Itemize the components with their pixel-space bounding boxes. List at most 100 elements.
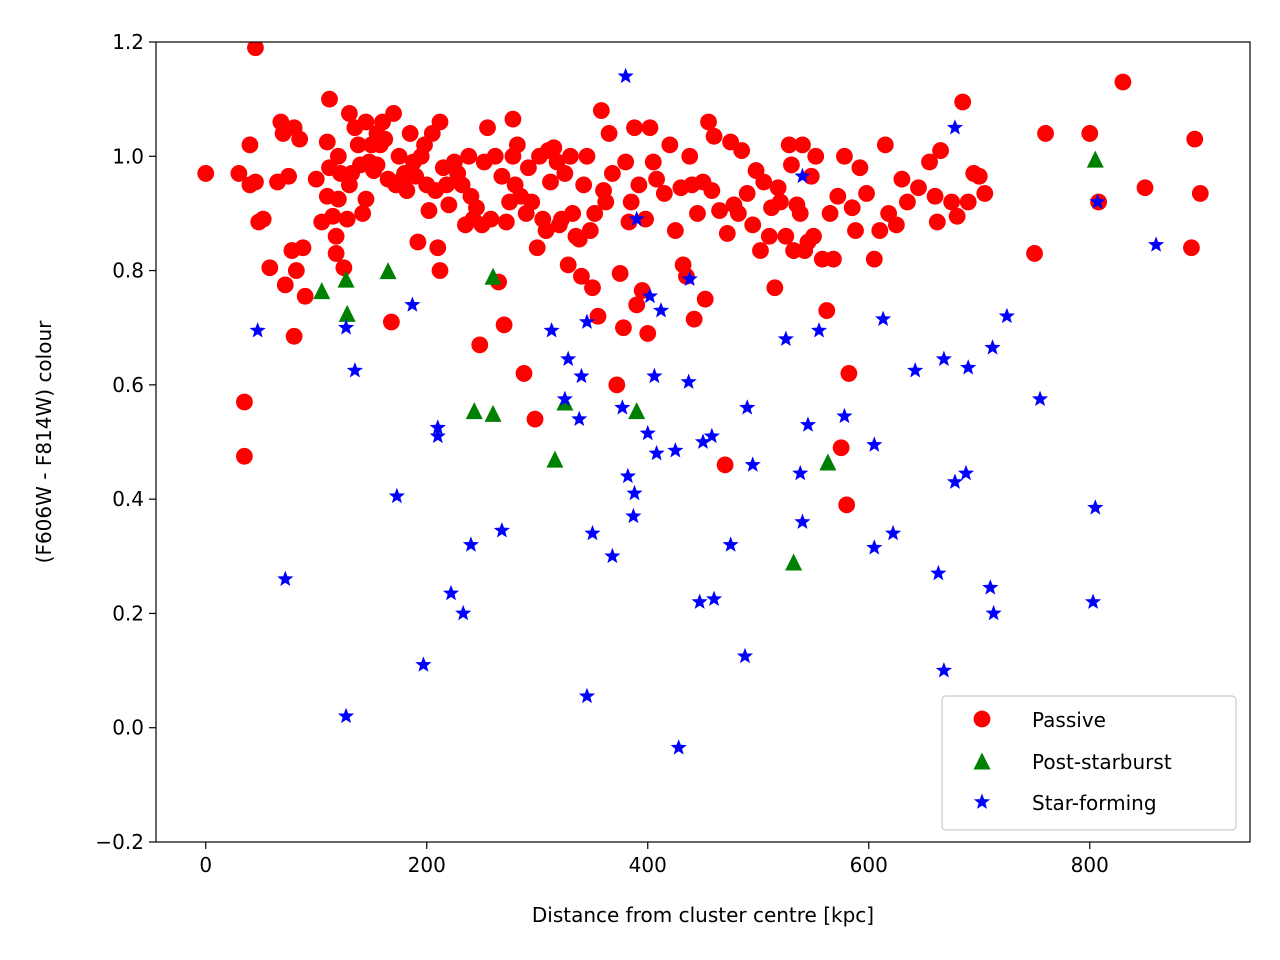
data-point (354, 205, 372, 222)
data-point (736, 647, 754, 664)
data-point (1087, 499, 1104, 515)
data-point (960, 359, 977, 375)
data-point (818, 302, 836, 319)
y-tick-label: 1.0 (112, 144, 144, 168)
data-point (646, 367, 663, 384)
data-point (276, 276, 294, 294)
data-point (564, 205, 582, 222)
data-point (681, 147, 699, 165)
data-point (241, 136, 259, 154)
data-point (752, 242, 769, 259)
data-point (648, 444, 665, 461)
data-point (468, 199, 485, 217)
data-point (970, 167, 988, 185)
data-point (482, 210, 500, 228)
data-point (528, 239, 546, 257)
legend-marker-star (973, 793, 991, 809)
data-point (261, 259, 279, 277)
data-point (847, 222, 864, 239)
data-point (836, 147, 853, 165)
data-point (346, 362, 363, 378)
data-point (573, 367, 590, 384)
data-point (294, 239, 312, 257)
data-point (794, 136, 811, 154)
data-point (644, 153, 662, 171)
data-point (543, 322, 560, 338)
data-point (401, 125, 419, 142)
data-point (584, 279, 601, 297)
data-point (560, 350, 577, 367)
data-point (824, 250, 842, 268)
data-point (959, 193, 977, 211)
data-point (1081, 125, 1099, 142)
data-point (739, 399, 756, 415)
data-point (603, 165, 621, 182)
data-point (329, 147, 347, 165)
data-point (438, 176, 456, 194)
data-point (442, 584, 460, 601)
data-point (984, 339, 1001, 355)
data-point (760, 227, 778, 245)
data-point (368, 156, 386, 174)
legend-marker-circle (973, 710, 991, 728)
data-point (998, 307, 1015, 324)
data-point (357, 113, 375, 131)
data-point (792, 464, 809, 481)
data-point (1114, 73, 1132, 91)
y-tick-label: 0.6 (112, 373, 144, 397)
data-point (337, 270, 355, 288)
data-point (1026, 245, 1043, 262)
data-point (495, 316, 513, 334)
data-point (805, 227, 822, 245)
data-point (578, 147, 596, 165)
x-tick-label: 800 (1071, 853, 1109, 877)
data-point (722, 536, 739, 552)
data-point (946, 119, 964, 135)
data-point (840, 365, 858, 382)
x-tick-label: 600 (850, 853, 888, 877)
data-point (866, 539, 883, 555)
data-point (327, 227, 345, 245)
data-point (799, 416, 817, 432)
data-point (409, 233, 427, 251)
data-point (415, 656, 432, 672)
data-point (573, 267, 590, 285)
data-point (318, 133, 336, 151)
data-point (718, 225, 736, 242)
data-point (349, 136, 367, 154)
data-point (280, 167, 298, 185)
data-point (858, 185, 875, 202)
data-point (376, 130, 394, 148)
data-point (887, 216, 905, 234)
data-point (600, 125, 618, 142)
data-point (884, 524, 902, 541)
data-point (680, 373, 697, 389)
data-point (493, 522, 510, 538)
data-point (928, 213, 946, 231)
legend-label-star-forming: Star-forming (1032, 791, 1157, 815)
data-point (515, 365, 533, 382)
data-point (791, 205, 809, 222)
data-point (810, 322, 828, 338)
data-point (865, 250, 883, 268)
data-point (335, 259, 353, 277)
data-point (630, 176, 648, 194)
data-point (479, 119, 496, 137)
y-axis-label: (F606W - F814W) colour (32, 320, 56, 564)
data-point (625, 507, 642, 524)
data-point (575, 176, 593, 194)
data-point (829, 187, 847, 205)
data-point (670, 739, 687, 755)
data-point (628, 210, 645, 227)
data-point (703, 427, 720, 444)
data-point (592, 102, 610, 119)
data-point (777, 227, 795, 245)
data-point (639, 424, 656, 441)
data-point (617, 67, 634, 84)
data-point (685, 310, 703, 328)
data-point (1089, 193, 1106, 209)
data-point (429, 419, 446, 435)
y-tick-label: 0.4 (112, 487, 144, 511)
data-point (313, 282, 331, 300)
